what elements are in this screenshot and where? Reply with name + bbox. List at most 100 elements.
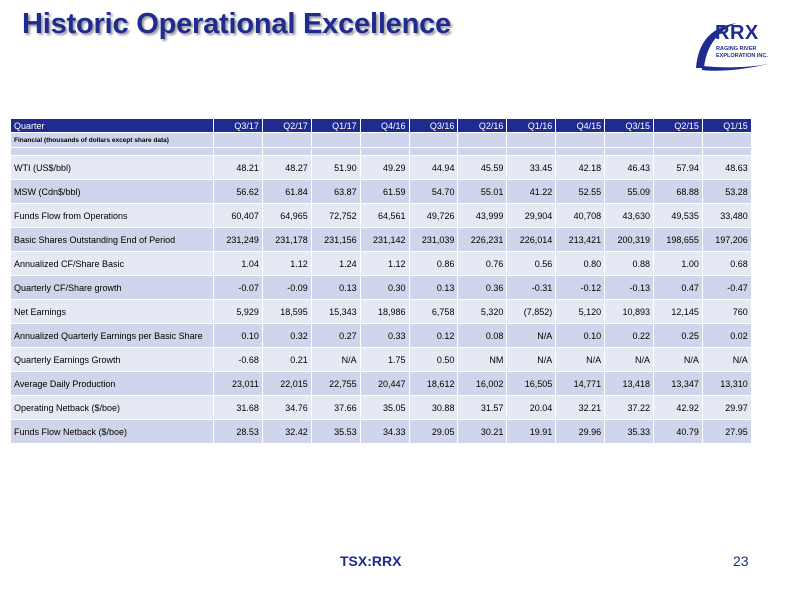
row-label: Operating Netback ($/boe)	[10, 395, 214, 420]
table-cell: 231,039	[408, 227, 459, 252]
subheader-empty-cell	[604, 132, 655, 148]
table-cell: 68.88	[653, 179, 703, 204]
table-cell: 33,480	[701, 203, 752, 228]
table-cell: 231,142	[359, 227, 410, 252]
table-cell: 46.43	[604, 155, 655, 180]
table-cell: 63.87	[310, 179, 361, 204]
spacer-cell	[653, 147, 703, 156]
table-cell: 0.76	[457, 251, 508, 276]
table-cell: 35.33	[604, 419, 655, 444]
table-cell: 231,178	[261, 227, 312, 252]
table-cell: 61.84	[261, 179, 312, 204]
table-cell: 14,771	[555, 371, 606, 396]
table-cell: -0.47	[701, 275, 752, 300]
table-cell: 30.88	[408, 395, 459, 420]
table-cell: 45.59	[457, 155, 508, 180]
table-cell: 13,418	[604, 371, 655, 396]
table-cell: 35.53	[310, 419, 361, 444]
table-cell: 231,249	[213, 227, 263, 252]
table-cell: 32.21	[555, 395, 606, 420]
table-cell: 33.45	[506, 155, 557, 180]
table-cell: 6,758	[408, 299, 459, 324]
header-col-q3-17: Q3/17	[213, 118, 263, 133]
table-cell: 226,231	[457, 227, 508, 252]
operations-table: Quarter Q3/17 Q2/17 Q1/17 Q4/16 Q3/16 Q2/16 Q1…	[10, 118, 752, 444]
table-cell: 18,612	[408, 371, 459, 396]
table-cell: 0.13	[310, 275, 361, 300]
header-col-q3-15: Q3/15	[604, 118, 655, 133]
header-quarter-label: Quarter	[10, 118, 214, 133]
table-cell: 760	[701, 299, 752, 324]
spacer-cell	[555, 147, 606, 156]
table-row: Quarterly Earnings Growth -0.68 0.21 N/A 1.7…	[10, 347, 752, 372]
table-cell: 29.96	[555, 419, 606, 444]
table-cell: -0.07	[213, 275, 263, 300]
table-cell: NM	[457, 347, 508, 372]
table-row: Funds Flow from Operations 60,407 64,965 72…	[10, 203, 752, 228]
header-col-q2-17: Q2/17	[261, 118, 312, 133]
company-logo: RRX RAGING RIVER EXPLORATION INC.	[688, 20, 783, 75]
subheader-empty-cell	[506, 132, 557, 148]
subheader-empty-cell	[310, 132, 361, 148]
table-cell: 13,347	[653, 371, 703, 396]
table-row: Average Daily Production 23,011 22,015 22,7…	[10, 371, 752, 396]
table-cell: 29.97	[701, 395, 752, 420]
table-cell: 0.13	[408, 275, 459, 300]
table-spacer-row	[10, 147, 752, 156]
table-cell: 0.27	[310, 323, 361, 348]
header-col-q1-15: Q1/15	[701, 118, 752, 133]
table-cell: 0.10	[213, 323, 263, 348]
table-cell: 0.47	[653, 275, 703, 300]
table-cell: 0.88	[604, 251, 655, 276]
table-cell: 34.33	[359, 419, 410, 444]
table-cell: 10,893	[604, 299, 655, 324]
spacer-cell	[261, 147, 312, 156]
row-label: Annualized Quarterly Earnings per Basic …	[10, 323, 214, 348]
table-cell: 23,011	[213, 371, 263, 396]
table-cell: 42.18	[555, 155, 606, 180]
row-label: Net Earnings	[10, 299, 214, 324]
header-col-q4-16: Q4/16	[359, 118, 410, 133]
table-cell: 49,535	[653, 203, 703, 228]
table-cell: 42.92	[653, 395, 703, 420]
table-cell: 0.86	[408, 251, 459, 276]
table-cell: 44.94	[408, 155, 459, 180]
row-label: MSW (Cdn$/bbl)	[10, 179, 214, 204]
table-cell: 5,929	[213, 299, 263, 324]
table-cell: 0.56	[506, 251, 557, 276]
table-cell: 0.30	[359, 275, 410, 300]
row-label: Annualized CF/Share Basic	[10, 251, 214, 276]
table-cell: 61.59	[359, 179, 410, 204]
table-cell: 37.66	[310, 395, 361, 420]
table-cell: 5,120	[555, 299, 606, 324]
table-cell: 20.04	[506, 395, 557, 420]
table-row: WTI (US$/bbl) 48.21 48.27 51.90 49.29 44.94 45…	[10, 155, 752, 180]
table-cell: 231,156	[310, 227, 361, 252]
subheader-empty-cell	[408, 132, 459, 148]
table-cell: 0.80	[555, 251, 606, 276]
table-cell: 15,343	[310, 299, 361, 324]
table-cell: 52.55	[555, 179, 606, 204]
row-label: Funds Flow Netback ($/boe)	[10, 419, 214, 444]
table-cell: 28.53	[213, 419, 263, 444]
spacer-cell	[10, 147, 214, 156]
table-row: Quarterly CF/Share growth -0.07 -0.09 0.13 0…	[10, 275, 752, 300]
table-cell: 40,708	[555, 203, 606, 228]
table-cell: -0.12	[555, 275, 606, 300]
subheader-empty-cell	[701, 132, 752, 148]
river-swoosh-icon	[696, 23, 768, 71]
subheader-empty-cell	[213, 132, 263, 148]
table-cell: 0.21	[261, 347, 312, 372]
table-cell: 0.10	[555, 323, 606, 348]
spacer-cell	[604, 147, 655, 156]
table-cell: 43,630	[604, 203, 655, 228]
table-cell: 1.12	[359, 251, 410, 276]
table-cell: 64,561	[359, 203, 410, 228]
page-number: 23	[733, 553, 749, 569]
header-col-q1-17: Q1/17	[310, 118, 361, 133]
table-cell: 27.95	[701, 419, 752, 444]
row-label: WTI (US$/bbl)	[10, 155, 214, 180]
table-cell: 30.21	[457, 419, 508, 444]
table-cell: 29.05	[408, 419, 459, 444]
subheader-empty-cell	[359, 132, 410, 148]
